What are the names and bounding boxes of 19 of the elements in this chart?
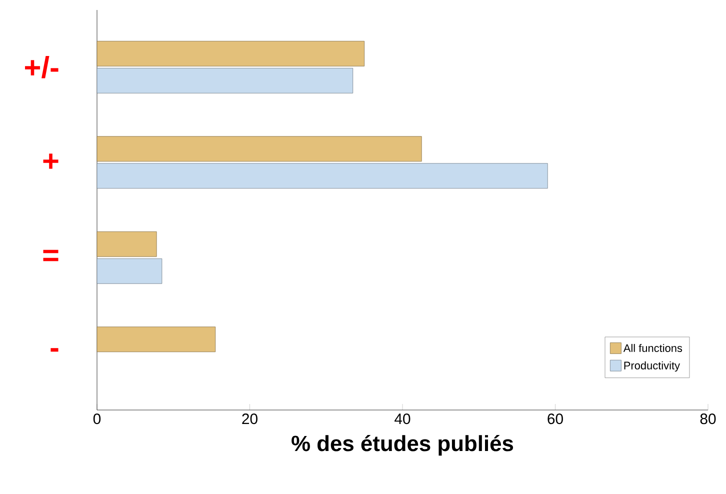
y-tick-label: +: [43, 154, 58, 169]
y-tick-label: +/-: [25, 56, 58, 78]
legend-label: Productivity: [624, 361, 680, 372]
bar: [96, 163, 548, 189]
bar: [96, 231, 157, 257]
bar: [96, 68, 354, 94]
x-tick-label: 20: [242, 414, 258, 424]
bar: [96, 326, 216, 352]
y-tick-label: =: [43, 250, 58, 262]
y-tick-label: -: [50, 348, 58, 352]
legend-label: All functions: [623, 344, 682, 352]
x-tick-label: 0: [93, 414, 101, 424]
x-tick-label: 80: [700, 414, 716, 424]
bar: [96, 40, 365, 66]
x-tick-label: 40: [394, 414, 410, 424]
bar: [96, 136, 422, 162]
x-axis-title: % des études publiés: [292, 434, 514, 456]
x-tick-label: 60: [548, 414, 563, 424]
bar: [96, 258, 162, 284]
